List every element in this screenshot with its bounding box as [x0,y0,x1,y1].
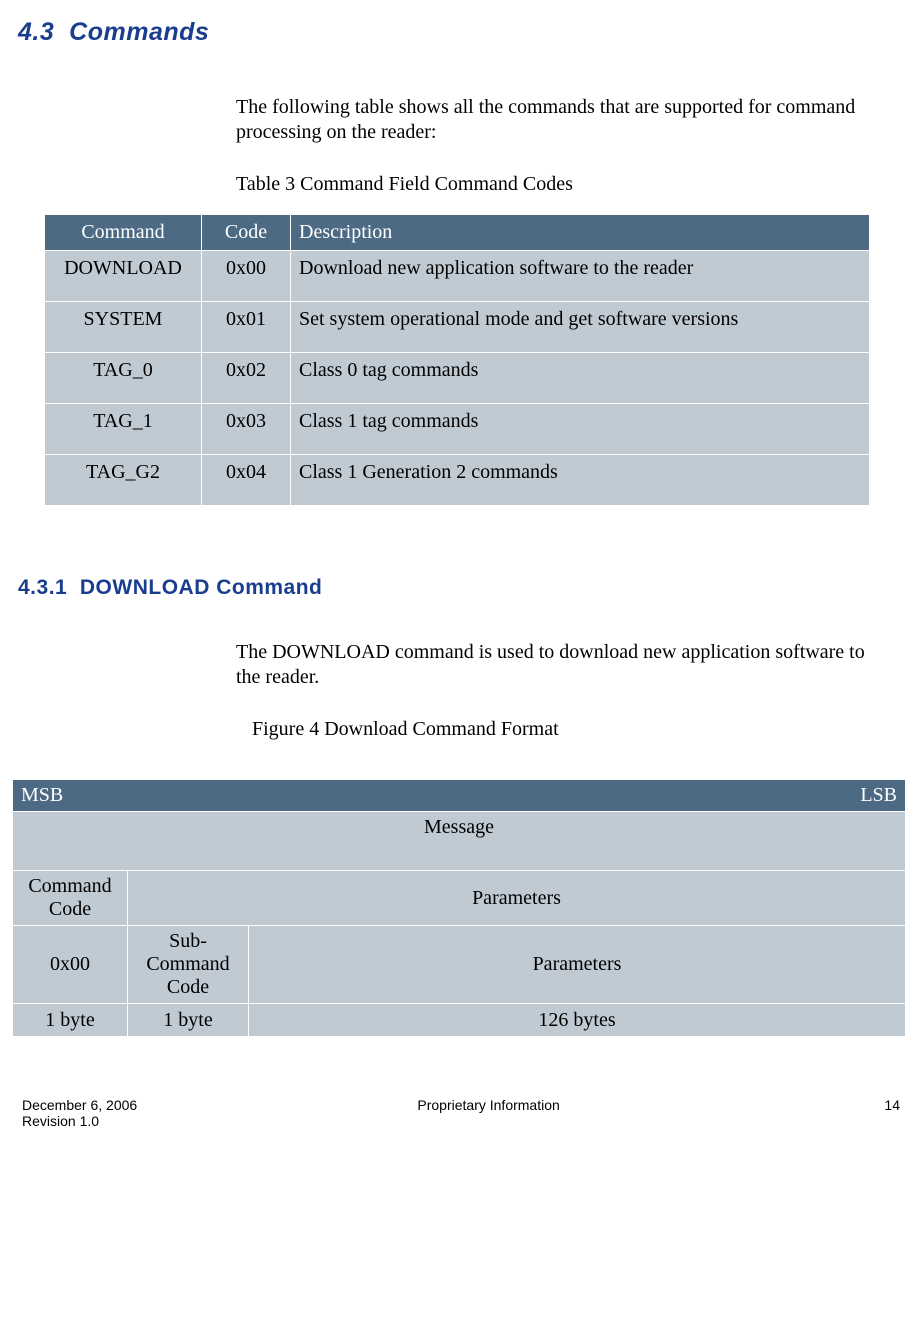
t1-cell: Class 0 tag commands [291,353,870,404]
command-code-label: Command Code [13,871,128,926]
t1-cell: 0x01 [202,302,291,353]
t1-cell: Class 1 Generation 2 commands [291,455,870,506]
page-footer: December 6, 2006 Revision 1.0 Proprietar… [18,1097,904,1129]
t1-cell: TAG_G2 [45,455,202,506]
t1-header-command: Command [45,215,202,251]
table-row: TAG_1 0x03 Class 1 tag commands [45,404,870,455]
t1-cell: 0x03 [202,404,291,455]
subsection-number: 4.3.1 [18,576,67,599]
message-cell: Message [13,812,906,871]
table1-caption: Table 3 Command Field Command Codes [236,173,904,196]
byte-size-cell: 1 byte [13,1004,128,1037]
t1-cell: 0x04 [202,455,291,506]
command-codes-table: Command Code Description DOWNLOAD 0x00 D… [44,214,870,506]
subsection-paragraph: The DOWNLOAD command is used to download… [236,640,876,690]
subsection-title: DOWNLOAD Command [80,576,323,599]
t1-cell: 0x02 [202,353,291,404]
table-row: TAG_0 0x02 Class 0 tag commands [45,353,870,404]
t1-cell: Set system operational mode and get soft… [291,302,870,353]
t1-cell: TAG_0 [45,353,202,404]
section-heading: 4.3 Commands [18,18,904,47]
section-title: Commands [69,18,209,46]
subsection-heading: 4.3.1 DOWNLOAD Command [18,576,904,600]
t1-cell: 0x00 [202,251,291,302]
section-number: 4.3 [18,18,54,46]
t1-cell: Download new application software to the… [291,251,870,302]
parameters-cell: Parameters [128,871,906,926]
t1-header-code: Code [202,215,291,251]
footer-date: December 6, 2006 [22,1097,137,1113]
download-format-table: MSB LSB Message Command Code Parameters … [12,779,906,1037]
footer-page-number: 14 [840,1097,900,1129]
t1-cell: Class 1 tag commands [291,404,870,455]
byte-size-cell: 1 byte [128,1004,249,1037]
t1-header-description: Description [291,215,870,251]
byte-size-cell: 126 bytes [249,1004,906,1037]
parameters-cell: Parameters [249,926,906,1004]
figure-caption: Figure 4 Download Command Format [252,718,904,741]
intro-paragraph: The following table shows all the comman… [236,95,876,145]
table-row: TAG_G2 0x04 Class 1 Generation 2 command… [45,455,870,506]
table-row: DOWNLOAD 0x00 Download new application s… [45,251,870,302]
t2-header-row: MSB LSB [13,780,906,812]
t1-cell: SYSTEM [45,302,202,353]
t1-cell: TAG_1 [45,404,202,455]
t1-cell: DOWNLOAD [45,251,202,302]
table-row: SYSTEM 0x01 Set system operational mode … [45,302,870,353]
lsb-label: LSB [860,784,897,807]
footer-revision: Revision 1.0 [22,1113,137,1129]
msb-label: MSB [21,784,63,807]
command-code-value: 0x00 [13,926,128,1004]
footer-center: Proprietary Information [137,1097,840,1129]
sub-command-label: Sub-Command Code [128,926,249,1004]
